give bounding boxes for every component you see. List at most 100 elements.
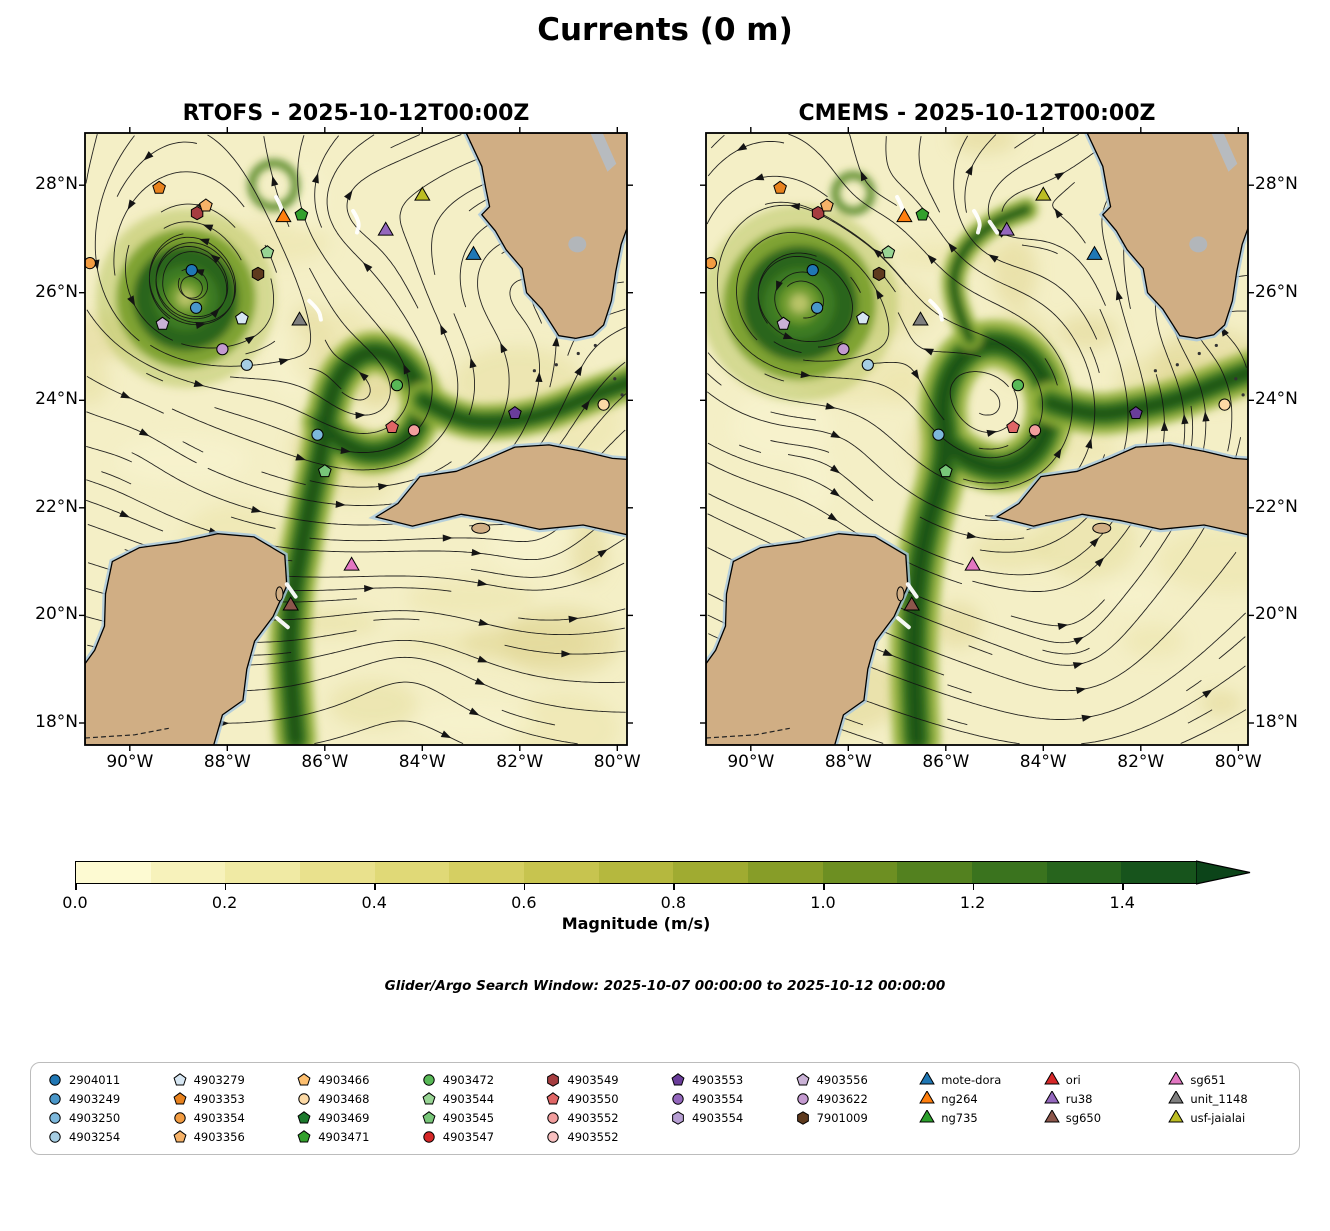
platform-marker-unit_1148	[291, 311, 308, 326]
x-tick-label: 80°W	[593, 752, 641, 772]
legend-entry: 4903279	[172, 1072, 293, 1088]
legend-label: 4903469	[318, 1111, 370, 1125]
legend-entry: usf-jaialai	[1168, 1110, 1289, 1126]
colorbar-segment	[300, 862, 375, 883]
platform-marker-4903279	[856, 311, 870, 325]
colorbar-tick-label: 0.0	[62, 893, 88, 912]
platform-marker-4903354	[85, 257, 96, 270]
legend-column: 2904011 4903249 4903250 4903254	[47, 1072, 168, 1145]
platform-marker-4903622	[216, 343, 229, 356]
platform-marker-usf-jaialai	[1035, 186, 1052, 201]
legend-label: 4903549	[567, 1073, 619, 1087]
y-tick-label-left: 22°N	[35, 496, 78, 517]
legend-label: ori	[1065, 1073, 1081, 1087]
legend-entry: 4903554	[670, 1091, 791, 1107]
colorbar-tick	[673, 884, 675, 890]
legend-label: ru38	[1065, 1092, 1093, 1106]
legend-marker-circle-icon	[796, 1093, 809, 1105]
legend-marker-pentagon-icon	[546, 1092, 560, 1105]
legend-label: 4903466	[318, 1073, 370, 1087]
legend-label: 4903552	[567, 1130, 619, 1144]
platform-marker-usf-jaialai	[414, 186, 431, 201]
x-tick-label: 86°W	[922, 752, 970, 772]
legend-label: 4903550	[567, 1092, 619, 1106]
legend-marker-pentagon-icon	[297, 1130, 311, 1143]
colorbar-segment	[150, 862, 226, 883]
legend-entry: 4903547	[421, 1129, 542, 1145]
y-tick-label-left: 26°N	[35, 281, 78, 302]
legend-marker-triangle-icon	[919, 1110, 935, 1123]
colorbar-segment	[1121, 862, 1197, 883]
legend-entry: sg651	[1168, 1072, 1289, 1088]
legend-label: mote-dora	[941, 1073, 1002, 1087]
legend-entry: 4903354	[172, 1110, 293, 1126]
x-tick-label: 88°W	[824, 752, 872, 772]
platform-marker-7901009	[251, 266, 265, 282]
landmass-cuba	[996, 444, 1248, 536]
colorbar-tick-label: 1.0	[810, 893, 836, 912]
platform-marker-4903472	[1011, 379, 1024, 392]
platform-marker-4903553	[508, 405, 522, 420]
legend-label: 4903554	[691, 1092, 744, 1106]
map-panel-cmems	[700, 127, 1254, 751]
legend-marker-triangle-icon	[1044, 1091, 1060, 1104]
colorbar-segment	[1046, 862, 1122, 883]
legend-entry: 4903554	[670, 1110, 791, 1126]
platform-marker-4903250	[932, 428, 945, 441]
legend-marker-pentagon-icon	[671, 1073, 685, 1086]
legend-entry: mote-dora	[919, 1072, 1040, 1088]
platform-marker-mote-dora	[1086, 245, 1103, 260]
colorbar-tick-label: 0.8	[660, 893, 687, 912]
legend-marker-hexagon-icon	[547, 1073, 560, 1087]
platform-marker-4903249	[810, 301, 824, 314]
legend-marker-circle-icon	[423, 1131, 435, 1143]
x-tick-label: 88°W	[203, 752, 251, 772]
legend-column: 4903556 4903622 7901009	[795, 1072, 916, 1145]
x-tick-label: 80°W	[1214, 752, 1262, 772]
colorbar-segment	[449, 862, 525, 883]
legend-label: 4903471	[318, 1130, 370, 1144]
landmass-florida	[465, 133, 627, 340]
legend-marker-triangle-icon	[1044, 1110, 1060, 1123]
platform-marker-ng264	[275, 207, 292, 223]
legend-label: 4903353	[193, 1092, 245, 1106]
legend-label: usf-jaialai	[1190, 1111, 1246, 1125]
legend: 2904011 4903249 4903250 4903254 4903279 49033…	[30, 1062, 1300, 1155]
platform-marker-4903254	[861, 358, 874, 371]
y-tick-label-right: 26°N	[1255, 281, 1298, 302]
platform-marker-sg651	[343, 556, 360, 571]
y-tick-label-left: 18°N	[35, 711, 78, 732]
platform-marker-4903553	[1129, 405, 1143, 420]
colorbar-tick	[224, 884, 227, 890]
y-tick-label-right: 28°N	[1255, 174, 1298, 195]
platform-marker-sg650	[282, 596, 299, 611]
colorbar-tick-label: 0.6	[511, 893, 537, 912]
legend-marker-pentagon-icon	[297, 1073, 311, 1086]
colorbar-segment	[822, 862, 898, 883]
platform-marker-4903545	[317, 464, 332, 478]
y-tick-label-left: 28°N	[35, 174, 78, 195]
legend-label: 4903622	[816, 1092, 868, 1106]
legend-label: 4903279	[193, 1073, 245, 1087]
colorbar-segment	[897, 862, 973, 883]
colorbar-tick	[972, 884, 975, 890]
legend-marker-circle-icon	[547, 1131, 560, 1143]
legend-entry: 4903622	[795, 1091, 916, 1107]
platform-marker-4903552	[407, 424, 421, 437]
colorbar-tick	[1122, 884, 1124, 890]
legend-entry: ru38	[1044, 1091, 1165, 1107]
colorbar-segment	[673, 862, 749, 883]
legend-entry: 4903552	[545, 1110, 666, 1126]
platform-marker-2904011	[806, 264, 819, 277]
legend-label: 4903249	[69, 1092, 121, 1106]
legend-marker-pentagon-icon	[173, 1073, 187, 1086]
legend-label: 7901009	[816, 1111, 868, 1125]
legend-label: 4903545	[442, 1111, 495, 1125]
legend-label: 4903547	[442, 1130, 495, 1144]
colorbar-segment	[76, 862, 151, 883]
legend-label: 4903472	[442, 1073, 495, 1087]
platform-marker-ru38	[377, 221, 394, 236]
colorbar-segment	[374, 862, 450, 883]
platform-marker-4903552	[1028, 424, 1042, 437]
panel-title-cmems: CMEMS - 2025-10-12T00:00Z	[798, 101, 1156, 126]
